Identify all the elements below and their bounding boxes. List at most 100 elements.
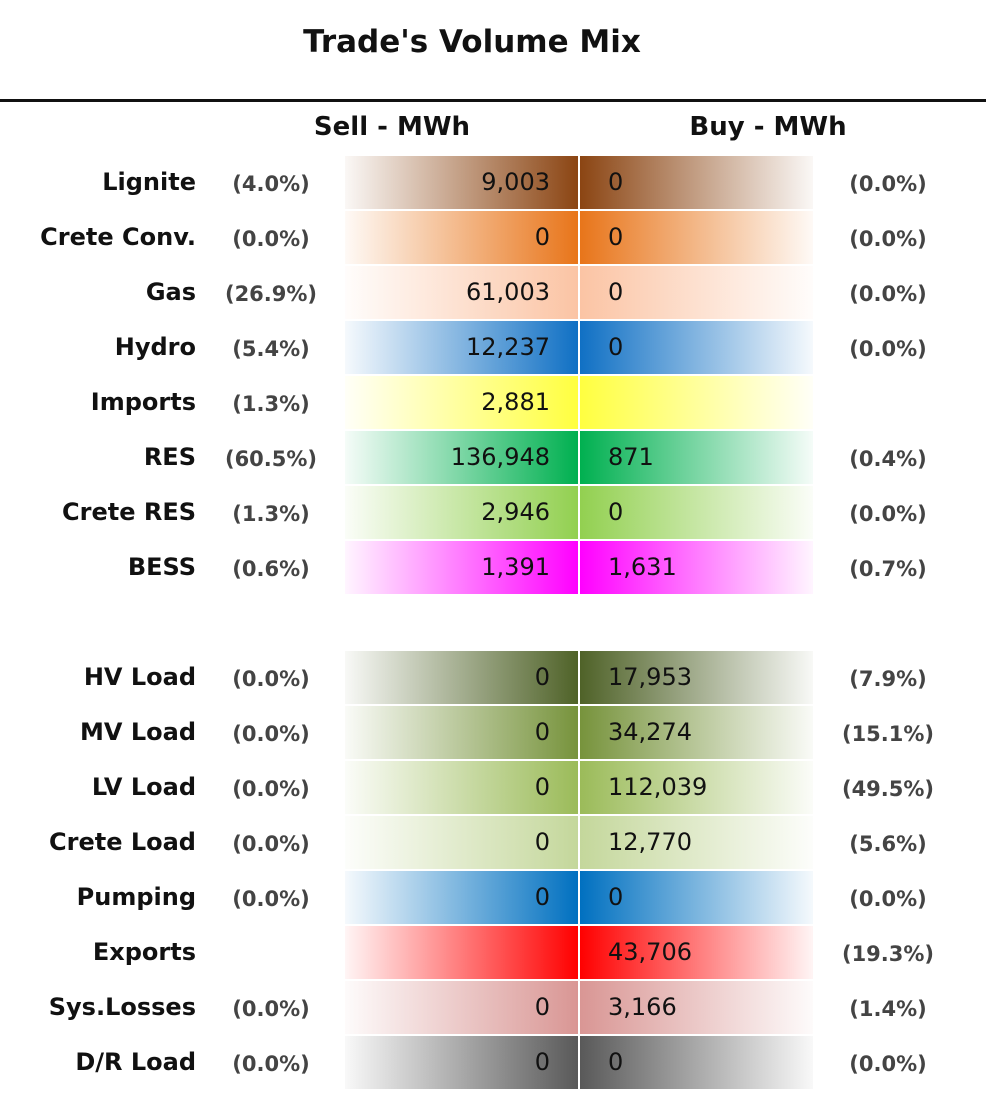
buy-percentage: (15.1%) (841, 722, 935, 746)
buy-percentage: (0.0%) (849, 227, 927, 251)
row-label: Crete Load (49, 828, 196, 856)
buy-value-bar: 0 (580, 486, 813, 539)
buy-value-bar: 871 (580, 431, 813, 484)
sell-percentage: (4.0%) (232, 172, 310, 196)
center-divider (578, 651, 580, 1089)
sell-value-bar: 0 (345, 871, 578, 924)
sell-percentage (221, 926, 321, 979)
sell-percentage: (0.0%) (232, 722, 310, 746)
sell-percentage: (0.0%) (232, 997, 310, 1021)
sell-percentage: (1.3%) (232, 502, 310, 526)
sell-value-bar: 0 (345, 706, 578, 759)
row-hydro: Hydro (5.4%) 12,237 0 (0.0%) (0, 321, 986, 374)
buy-percentage: (1.4%) (849, 997, 927, 1021)
sell-value-bar: 0 (345, 1036, 578, 1089)
row-lignite: Lignite (4.0%) 9,003 0 (0.0%) (0, 156, 986, 209)
buy-percentage: (0.0%) (849, 337, 927, 361)
row-label: BESS (127, 553, 196, 581)
row-label: HV Load (83, 663, 196, 691)
sell-value-bar: 0 (345, 981, 578, 1034)
sell-column-header: Sell - MWh (313, 112, 471, 142)
buy-percentage: (0.0%) (849, 1052, 927, 1076)
sell-percentage: (26.9%) (224, 282, 318, 306)
sell-value-bar: 2,881 (345, 376, 578, 429)
row-label: Crete RES (62, 498, 196, 526)
title-divider (0, 99, 986, 102)
sell-percentage: (5.4%) (232, 337, 310, 361)
buy-value-bar: 43,706 (580, 926, 813, 979)
sell-value-bar: 0 (345, 651, 578, 704)
row-crete-res: Crete RES (1.3%) 2,946 0 (0.0%) (0, 486, 986, 539)
buy-value-bar: 1,631 (580, 541, 813, 594)
buy-percentage: (19.3%) (841, 942, 935, 966)
buy-value-bar: 0 (580, 211, 813, 264)
buy-percentage: (49.5%) (841, 777, 935, 801)
row-label: D/R Load (75, 1048, 196, 1076)
sell-value-bar: 0 (345, 761, 578, 814)
buy-percentage: (0.0%) (849, 172, 927, 196)
sell-percentage: (0.0%) (232, 1052, 310, 1076)
center-divider (578, 156, 580, 594)
row-label: MV Load (80, 718, 196, 746)
buy-percentage: (5.6%) (849, 832, 927, 856)
row-label: Gas (145, 278, 196, 306)
chart-title: Trade's Volume Mix (303, 24, 641, 60)
row-pumping: Pumping (0.0%) 0 0 (0.0%) (0, 871, 986, 924)
sell-percentage: (60.5%) (224, 447, 318, 471)
row-dr-load: D/R Load (0.0%) 0 0 (0.0%) (0, 1036, 986, 1089)
row-crete-conv: Crete Conv. (0.0%) 0 0 (0.0%) (0, 211, 986, 264)
buy-value-bar: 0 (580, 871, 813, 924)
sell-value-bar (345, 926, 578, 979)
buy-value-bar: 0 (580, 266, 813, 319)
sell-percentage: (0.0%) (232, 227, 310, 251)
row-mv-load: MV Load (0.0%) 0 34,274 (15.1%) (0, 706, 986, 759)
row-res: RES (60.5%) 136,948 871 (0.4%) (0, 431, 986, 484)
sell-value-bar: 0 (345, 211, 578, 264)
row-sys-losses: Sys.Losses (0.0%) 0 3,166 (1.4%) (0, 981, 986, 1034)
buy-percentage: (0.0%) (849, 282, 927, 306)
buy-value-bar (580, 376, 813, 429)
sell-value-bar: 1,391 (345, 541, 578, 594)
buy-value-bar: 0 (580, 156, 813, 209)
buy-percentage: (0.0%) (849, 887, 927, 911)
row-label: Lignite (102, 168, 196, 196)
sell-value-bar: 0 (345, 816, 578, 869)
sell-percentage: (1.3%) (232, 392, 310, 416)
buy-value-bar: 12,770 (580, 816, 813, 869)
buy-value-bar: 17,953 (580, 651, 813, 704)
row-label: Crete Conv. (40, 223, 196, 251)
sell-percentage: (0.0%) (232, 777, 310, 801)
sell-value-bar: 136,948 (345, 431, 578, 484)
buy-percentage: (0.0%) (849, 502, 927, 526)
sell-value-bar: 61,003 (345, 266, 578, 319)
buy-value-bar: 0 (580, 321, 813, 374)
row-gas: Gas (26.9%) 61,003 0 (0.0%) (0, 266, 986, 319)
row-hv-load: HV Load (0.0%) 0 17,953 (7.9%) (0, 651, 986, 704)
row-exports: Exports 43,706 (19.3%) (0, 926, 986, 979)
buy-value-bar: 3,166 (580, 981, 813, 1034)
row-label: Sys.Losses (48, 993, 196, 1021)
row-lv-load: LV Load (0.0%) 0 112,039 (49.5%) (0, 761, 986, 814)
row-crete-load: Crete Load (0.0%) 0 12,770 (5.6%) (0, 816, 986, 869)
buy-percentage: (0.7%) (849, 557, 927, 581)
buy-percentage (838, 376, 938, 429)
buy-value-bar: 112,039 (580, 761, 813, 814)
buy-percentage: (0.4%) (849, 447, 927, 471)
sell-value-bar: 12,237 (345, 321, 578, 374)
row-label: Imports (90, 388, 196, 416)
row-bess: BESS (0.6%) 1,391 1,631 (0.7%) (0, 541, 986, 594)
row-imports: Imports (1.3%) 2,881 (0, 376, 986, 429)
sell-percentage: (0.6%) (232, 557, 310, 581)
row-label: Exports (92, 938, 196, 966)
sell-percentage: (0.0%) (232, 887, 310, 911)
buy-column-header: Buy - MWh (689, 112, 847, 142)
buy-value-bar: 0 (580, 1036, 813, 1089)
sell-percentage: (0.0%) (232, 667, 310, 691)
row-label: RES (143, 443, 196, 471)
sell-percentage: (0.0%) (232, 832, 310, 856)
buy-percentage: (7.9%) (849, 667, 927, 691)
row-label: Pumping (76, 883, 196, 911)
buy-value-bar: 34,274 (580, 706, 813, 759)
row-label: LV Load (91, 773, 196, 801)
sell-value-bar: 2,946 (345, 486, 578, 539)
